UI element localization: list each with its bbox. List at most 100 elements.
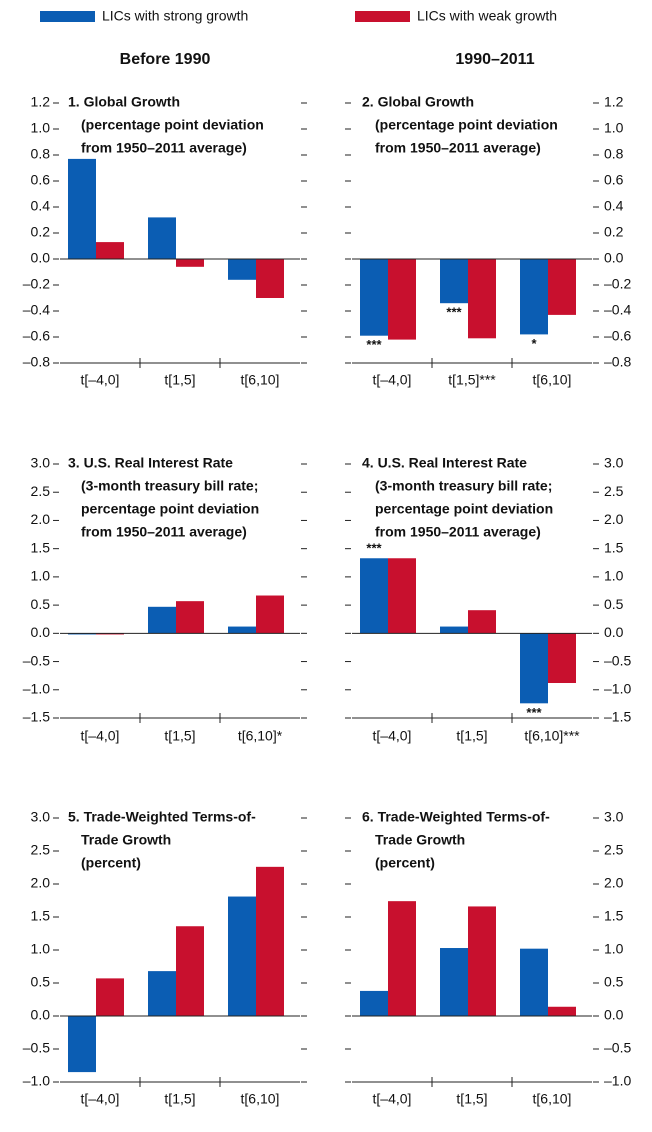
panel-title: 3. U.S. Real Interest Rate <box>68 455 233 471</box>
panel-title: (percentage point deviation <box>81 117 264 133</box>
x-tick-label: t[1,5] <box>456 728 487 744</box>
y-tick-label: –0.2 <box>604 276 631 292</box>
y-tick-label: 3.0 <box>31 809 51 825</box>
y-tick-label: –1.0 <box>604 680 631 696</box>
panel-title: 5. Trade-Weighted Terms-of- <box>68 809 256 825</box>
bar <box>68 633 96 635</box>
y-tick-label: 1.5 <box>604 539 624 555</box>
y-tick-label: 0.8 <box>604 146 624 162</box>
y-tick-label: –1.0 <box>23 1073 50 1089</box>
y-tick-label: –0.2 <box>23 276 50 292</box>
y-tick-label: 2.0 <box>604 875 624 891</box>
bar <box>96 633 124 635</box>
bar <box>176 259 204 267</box>
y-tick-label: –0.5 <box>23 652 50 668</box>
column-header: 1990–2011 <box>455 51 534 68</box>
panel-title: percentage point deviation <box>375 501 553 517</box>
bar <box>68 158 96 259</box>
y-tick-label: –0.5 <box>604 652 631 668</box>
y-tick-label: 2.5 <box>604 842 624 858</box>
y-tick-label: –0.6 <box>23 328 50 344</box>
x-tick-label: t[–4,0] <box>81 1091 120 1107</box>
x-tick-label: t[6,10]* <box>238 728 283 744</box>
legend-swatch <box>355 11 410 22</box>
bar <box>228 259 256 280</box>
y-tick-label: 0.0 <box>31 250 51 266</box>
y-tick-label: –0.5 <box>604 1040 631 1056</box>
y-tick-label: 3.0 <box>604 455 624 471</box>
y-tick-label: –0.4 <box>604 302 631 318</box>
y-tick-label: 1.2 <box>604 94 624 110</box>
x-tick-label: t[–4,0] <box>373 728 412 744</box>
bar <box>256 595 284 634</box>
panel-title: 6. Trade-Weighted Terms-of- <box>362 809 550 825</box>
panel-title: from 1950–2011 average) <box>81 140 247 156</box>
bar <box>440 259 468 304</box>
y-tick-label: –0.6 <box>604 328 631 344</box>
y-tick-label: 0.0 <box>31 1007 51 1023</box>
significance-label: *** <box>526 705 542 720</box>
y-tick-label: 1.0 <box>31 120 51 136</box>
y-tick-label: 2.5 <box>604 483 624 499</box>
legend-label: LICs with weak growth <box>417 8 557 24</box>
y-tick-label: 2.5 <box>31 483 51 499</box>
y-tick-label: 2.5 <box>31 842 51 858</box>
bar <box>468 259 496 339</box>
y-tick-label: 0.2 <box>31 224 51 240</box>
x-tick-label: t[6,10] <box>241 372 280 388</box>
bar <box>548 259 576 315</box>
panel-title: from 1950–2011 average) <box>375 140 541 156</box>
y-tick-label: 1.0 <box>31 941 51 957</box>
x-tick-label: t[6,10]*** <box>524 728 580 744</box>
y-tick-label: –1.5 <box>23 709 50 725</box>
bar <box>148 606 176 634</box>
x-tick-label: t[1,5] <box>164 728 195 744</box>
x-tick-label: t[–4,0] <box>373 1091 412 1107</box>
y-tick-label: 3.0 <box>31 455 51 471</box>
bar <box>440 948 468 1016</box>
legend-swatch <box>40 11 95 22</box>
y-tick-label: 1.0 <box>604 568 624 584</box>
x-tick-label: t[–4,0] <box>81 372 120 388</box>
x-tick-label: t[–4,0] <box>81 728 120 744</box>
panel-title: 2. Global Growth <box>362 94 474 110</box>
bar <box>388 259 416 340</box>
y-tick-label: 0.6 <box>31 172 51 188</box>
y-tick-label: –1.5 <box>604 709 631 725</box>
x-tick-label: t[6,10] <box>533 372 572 388</box>
panel-title: (3-month treasury bill rate; <box>375 478 552 494</box>
panel-title: (3-month treasury bill rate; <box>81 478 258 494</box>
panel-title: (percent) <box>81 855 141 871</box>
y-tick-label: 1.2 <box>31 94 51 110</box>
y-tick-label: –1.0 <box>604 1073 631 1089</box>
bar <box>228 896 256 1016</box>
y-tick-label: 1.5 <box>31 539 51 555</box>
y-tick-label: 0.4 <box>31 198 51 214</box>
panel-title: (percent) <box>375 855 435 871</box>
bar <box>548 633 576 684</box>
bar <box>360 558 388 634</box>
panel-title: 4. U.S. Real Interest Rate <box>362 455 527 471</box>
significance-label: * <box>531 336 537 351</box>
bar <box>148 971 176 1016</box>
bar <box>520 948 548 1016</box>
bar <box>440 626 468 634</box>
y-tick-label: –0.4 <box>23 302 50 318</box>
y-tick-label: –0.5 <box>23 1040 50 1056</box>
y-tick-label: 0.0 <box>31 624 51 640</box>
y-tick-label: –0.8 <box>23 354 50 370</box>
y-tick-label: 0.0 <box>604 250 624 266</box>
column-header: Before 1990 <box>120 51 211 68</box>
bar <box>388 558 416 634</box>
bar <box>148 217 176 259</box>
x-tick-label: t[6,10] <box>241 1091 280 1107</box>
bar <box>520 259 548 335</box>
significance-label: *** <box>366 541 382 556</box>
bar <box>228 626 256 634</box>
bar <box>360 990 388 1016</box>
panel-title: percentage point deviation <box>81 501 259 517</box>
bar <box>520 633 548 704</box>
y-tick-label: 0.5 <box>604 596 624 612</box>
y-tick-label: 0.5 <box>31 596 51 612</box>
